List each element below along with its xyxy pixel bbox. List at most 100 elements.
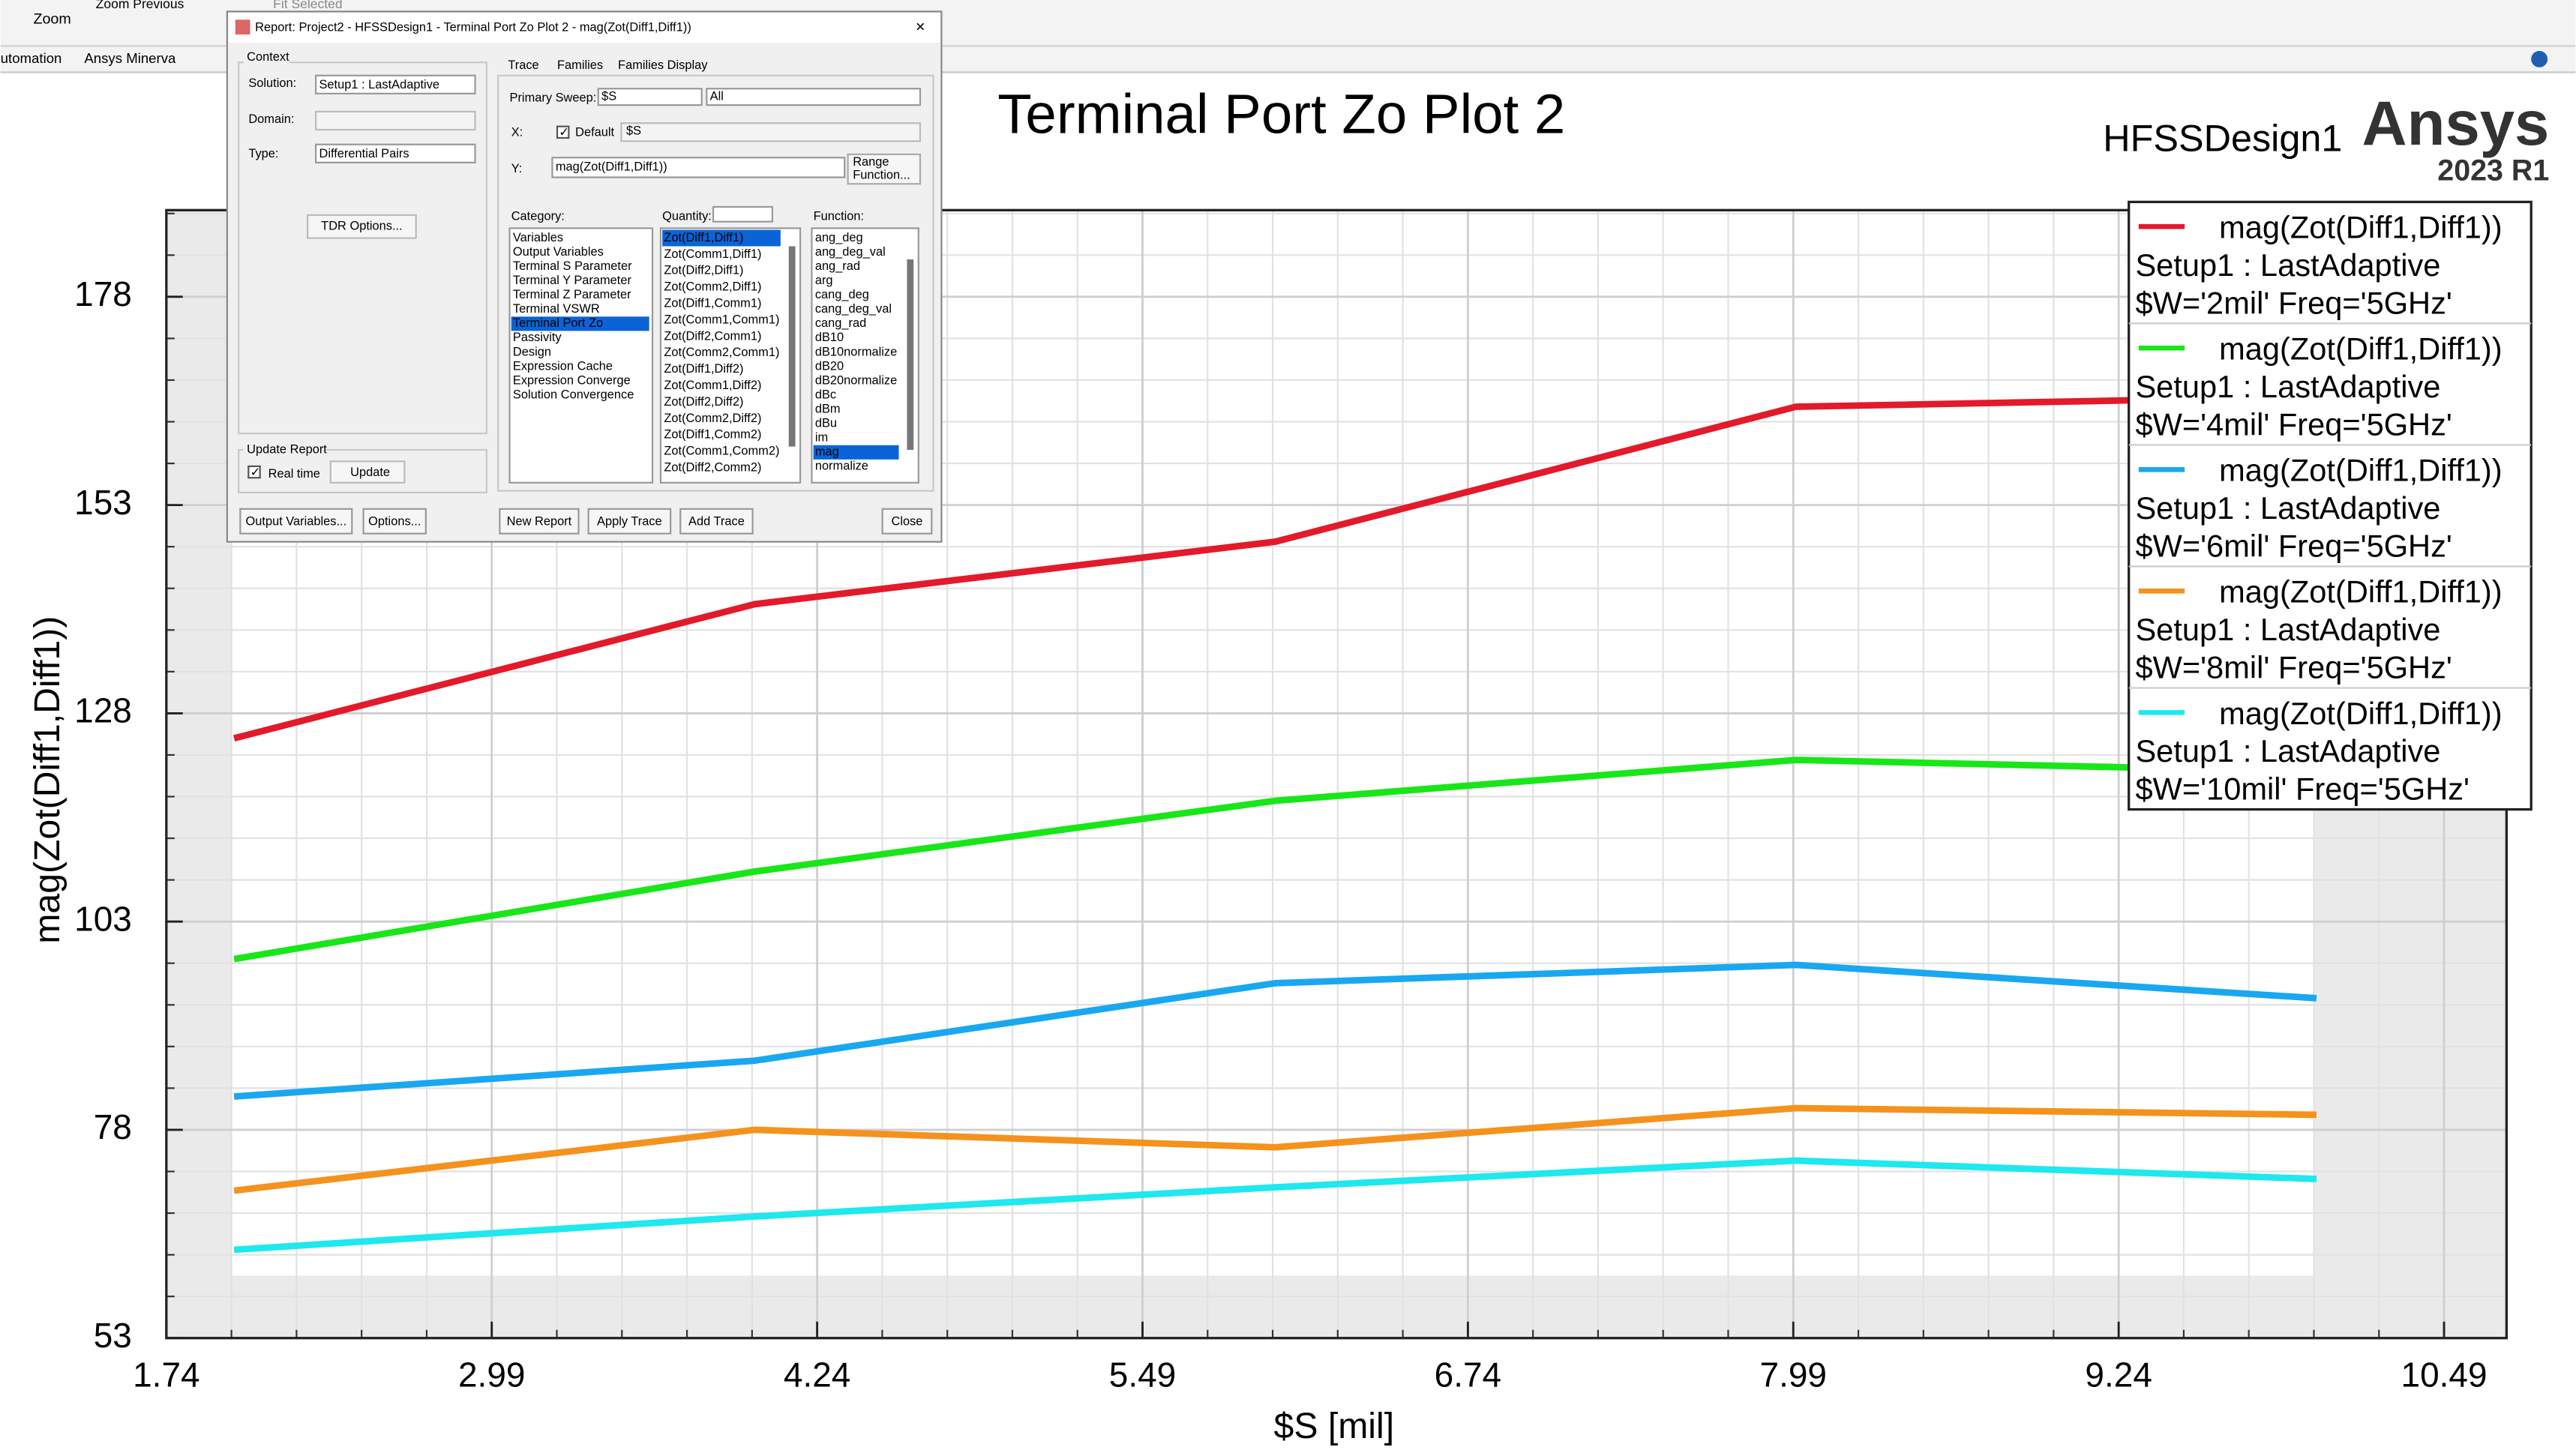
list-item[interactable]: Zot(Diff1,Comm1) [664,296,761,310]
sweep-range[interactable] [706,88,922,106]
list-item[interactable]: Zot(Comm2,Comm1) [664,346,779,359]
list-item[interactable]: Solution Convergence [513,388,634,401]
button[interactable] [881,508,933,535]
sweep-select[interactable] [597,88,703,106]
quantity-filter[interactable] [712,205,773,223]
list-item[interactable]: Terminal Port Zo [513,316,603,330]
button[interactable] [679,508,754,535]
legend-setup: Setup1 : LastAdaptive [2135,369,2440,404]
list-item[interactable]: Zot(Diff1,Comm2) [664,428,761,442]
tab[interactable]: Trace [508,58,538,72]
list-item[interactable]: ang_rad [815,259,860,273]
x-field[interactable] [620,122,922,142]
category-list [508,227,654,484]
update-button[interactable] [329,460,406,484]
list-item[interactable]: Zot(Diff1,Diff1) [664,231,743,244]
list-item[interactable]: Design [513,345,551,358]
list-item[interactable]: cang_rad [815,316,866,330]
realtime-checkbox[interactable] [247,465,261,479]
legend-variation: $W='8mil' Freq='5GHz' [2135,649,2452,685]
button[interactable] [587,508,672,535]
report-dialog: Report: Project2 - HFSSDesign1 - Termina… [226,10,943,543]
list-item[interactable]: arg [815,274,833,287]
tdr-button[interactable] [307,214,417,239]
version: 2023 R1 [2437,154,2549,187]
list-item[interactable]: dB20normalize [815,373,897,387]
list-item[interactable]: Variables [513,231,563,244]
list-item[interactable]: Zot(Comm1,Comm2) [664,445,779,458]
list-item[interactable]: dBc [815,388,836,401]
list-label: Function: [814,209,864,223]
list-item[interactable]: Zot(Comm2,Diff2) [664,412,761,425]
legend-setup: Setup1 : LastAdaptive [2135,247,2440,283]
list-item[interactable]: Expression Converge [513,373,631,387]
list-item[interactable]: normalize [815,460,868,473]
field-label: X: [511,126,523,139]
tab[interactable]: Families Display [618,58,708,72]
list-item[interactable]: Zot(Comm2,Diff1) [664,280,761,294]
legend-variation: $W='4mil' Freq='5GHz' [2135,406,2452,442]
button-label: Output Variables... [246,515,347,529]
list-item[interactable]: dB10 [815,331,844,344]
list-item[interactable]: im [815,431,828,445]
button-label: Close [891,515,922,529]
legend-setup: Setup1 : LastAdaptive [2135,612,2440,647]
y-field[interactable] [551,157,846,178]
close-x[interactable]: ✕ [915,21,925,34]
zoom-button[interactable]: Zoom [33,10,70,27]
list-item[interactable]: Zot(Diff2,Diff2) [664,395,743,409]
series-line [233,756,2317,963]
range-function-button[interactable] [847,153,922,185]
list-item[interactable]: dBu [815,417,837,430]
list-item[interactable]: Passivity [513,331,562,344]
y-axis-label: mag(Zot(Diff1,Diff1)) [27,616,67,944]
list-item[interactable]: dBm [815,402,841,415]
tab-panel [497,74,934,492]
list-item[interactable]: dB10normalize [815,345,897,358]
button[interactable] [362,508,427,535]
scrollbar [788,246,796,447]
ribbon-tab[interactable]: Ansys Minerva [84,50,176,66]
list-item[interactable]: Zot(Comm1,Diff2) [664,379,761,392]
list-item[interactable]: ang_deg [815,231,863,244]
list-item[interactable]: Zot(Diff2,Comm2) [664,460,761,474]
list-item[interactable]: Zot(Diff1,Diff2) [664,362,743,376]
legend-label: mag(Zot(Diff1,Diff1)) [2219,574,2503,610]
solution-select[interactable] [315,74,476,94]
list-item[interactable]: Output Variables [513,245,604,259]
y-tick-label: 128 [74,691,132,730]
update-group [238,448,487,494]
button[interactable] [499,508,580,535]
list-item[interactable]: mag [815,445,839,459]
domain-select[interactable] [315,110,476,131]
zoom-previous-button[interactable]: Zoom Previous [96,0,184,11]
list-item[interactable]: Zot(Diff2,Diff1) [664,264,743,277]
list-item[interactable]: cang_deg_val [815,302,892,316]
legend-label: mag(Zot(Diff1,Diff1)) [2219,696,2503,731]
list-item[interactable]: dB20 [815,359,844,373]
list-item[interactable]: Expression Cache [513,359,613,373]
brand: Ansys [2362,88,2550,158]
list-item[interactable]: Terminal Z Parameter [513,288,631,301]
type-select[interactable] [315,143,476,163]
field-label: Solution: [248,76,296,90]
list-item[interactable]: Zot(Comm1,Diff1) [664,247,761,261]
list-item[interactable]: ang_deg_val [815,245,886,259]
list-item[interactable]: Terminal S Parameter [513,259,632,273]
x-value: $S [626,124,641,138]
button[interactable] [239,508,353,535]
x-tick-label: 4.24 [784,1355,850,1394]
list-item[interactable]: Terminal Y Parameter [513,274,632,287]
ribbon-tab[interactable]: utomation [1,50,62,66]
chart-title: Terminal Port Zo Plot 2 [997,82,1565,145]
list-item[interactable]: Terminal VSWR [513,302,600,316]
default-checkbox[interactable] [556,125,570,139]
fit-selected-button[interactable]: Fit Selected [273,0,342,11]
help-icon[interactable] [2531,50,2548,67]
list-item[interactable]: Zot(Diff2,Comm1) [664,329,761,343]
list-item[interactable]: Zot(Comm1,Comm1) [664,313,779,326]
svg-text:✓: ✓ [559,126,569,139]
selected-row [511,316,649,331]
list-item[interactable]: cang_deg [815,288,869,301]
tab[interactable]: Families [557,58,603,72]
